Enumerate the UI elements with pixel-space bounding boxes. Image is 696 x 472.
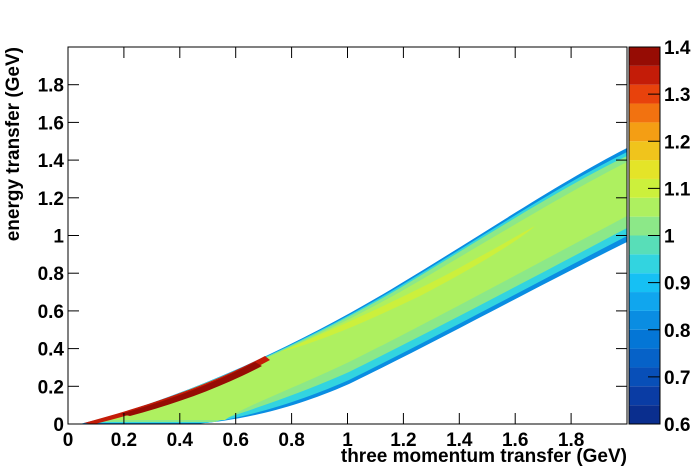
colorbar-tick-label: 1.3 bbox=[664, 85, 690, 106]
contour-band bbox=[86, 152, 627, 423]
x-tick-label: 1.6 bbox=[502, 430, 528, 451]
x-tick-label: 1.4 bbox=[446, 430, 473, 451]
x-tick-label: 0.2 bbox=[111, 430, 137, 451]
x-tick-label: 0.4 bbox=[167, 430, 194, 451]
colorbar-tick-label: 0.8 bbox=[664, 321, 690, 342]
colorbar-cell bbox=[629, 235, 660, 255]
y-tick-label: 0.4 bbox=[38, 340, 65, 361]
x-tick-label: 1.8 bbox=[558, 430, 584, 451]
y-axis-title: energy transfer (GeV) bbox=[3, 47, 24, 241]
colorbar-cell bbox=[629, 254, 660, 274]
colorbar-cell bbox=[629, 292, 660, 311]
colorbar-tick-label: 1.2 bbox=[664, 132, 690, 153]
colorbar-cell bbox=[629, 367, 660, 387]
colorbar-cell bbox=[629, 197, 660, 217]
colorbar-cell bbox=[629, 84, 660, 104]
y-tick-label: 1.4 bbox=[38, 151, 65, 172]
y-tick-label: 0 bbox=[53, 415, 64, 436]
colorbar-cell bbox=[629, 310, 660, 330]
x-tick-label: 0 bbox=[63, 430, 74, 451]
colorbar-cell bbox=[629, 348, 660, 368]
y-tick-label: 1.6 bbox=[38, 113, 64, 134]
y-tick-label: 0.2 bbox=[38, 377, 64, 398]
x-axis-title: three momentum transfer (GeV) bbox=[341, 446, 627, 467]
contour-outer bbox=[80, 148, 627, 424]
colorbar-cell bbox=[629, 65, 660, 85]
colorbar-cell bbox=[629, 329, 660, 349]
x-tick-label: 0.8 bbox=[278, 430, 304, 451]
colorbar-cell bbox=[629, 103, 660, 123]
colorbar-tick-label: 0.6 bbox=[664, 415, 690, 436]
contour-field bbox=[80, 148, 627, 424]
colorbar-cell bbox=[629, 405, 660, 424]
y-tick-label: 1.8 bbox=[38, 76, 64, 97]
colorbar-tick-label: 0.9 bbox=[664, 274, 690, 295]
y-tick-label: 0.8 bbox=[38, 264, 64, 285]
y-tick-label: 1 bbox=[53, 227, 64, 248]
colorbar-cell bbox=[629, 47, 660, 66]
colorbar-cell bbox=[629, 216, 660, 236]
colorbar-tick-label: 1.4 bbox=[664, 38, 691, 59]
colorbar-cell bbox=[629, 122, 660, 142]
x-tick-label: 1.2 bbox=[390, 430, 416, 451]
colorbar-cell bbox=[629, 386, 660, 406]
contour-band bbox=[120, 362, 262, 416]
colorbar-cell bbox=[629, 273, 660, 293]
colorbar-cell bbox=[629, 141, 660, 161]
colorbar-tick-label: 1 bbox=[664, 227, 675, 248]
y-tick-label: 0.6 bbox=[38, 302, 64, 323]
colorbar-tick-label: 1.1 bbox=[664, 179, 691, 200]
y-tick-label: 1.2 bbox=[38, 189, 64, 210]
colorbar-tick-label: 0.7 bbox=[664, 368, 690, 389]
x-tick-label: 1 bbox=[342, 430, 353, 451]
colorbar-cell bbox=[629, 178, 660, 198]
colorbar-cell bbox=[629, 160, 660, 179]
x-tick-label: 0.6 bbox=[222, 430, 248, 451]
